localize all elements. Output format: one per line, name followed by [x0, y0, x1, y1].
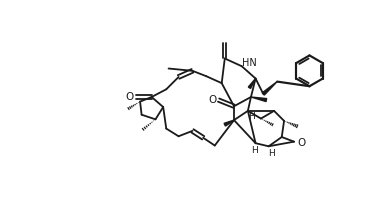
Text: H: H: [268, 150, 275, 158]
Polygon shape: [262, 82, 277, 95]
Polygon shape: [251, 97, 267, 102]
Text: H: H: [251, 146, 257, 155]
Text: O: O: [208, 95, 217, 105]
Polygon shape: [248, 78, 256, 89]
Text: H: H: [248, 112, 255, 121]
Polygon shape: [224, 120, 234, 126]
Text: O: O: [125, 92, 134, 102]
Text: O: O: [297, 138, 305, 148]
Text: HN: HN: [242, 58, 257, 68]
